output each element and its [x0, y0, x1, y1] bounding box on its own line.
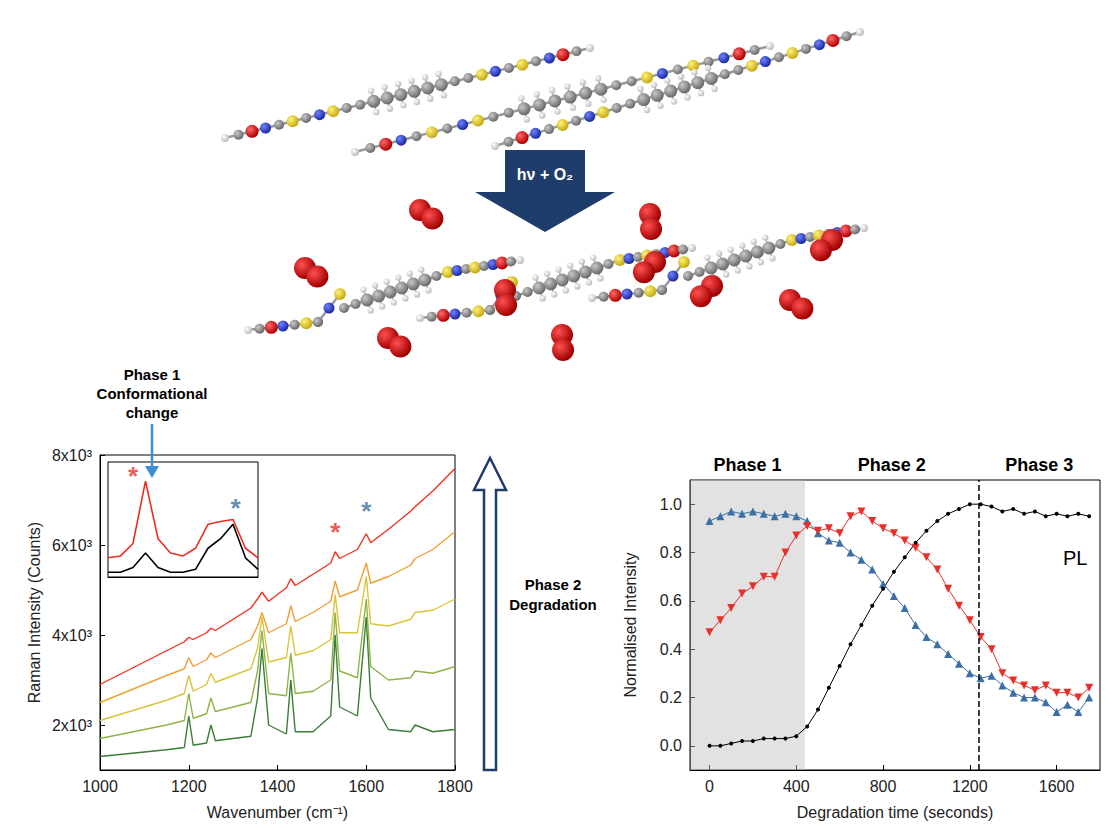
svg-text:1600: 1600: [348, 778, 384, 795]
svg-text:Degradation time (seconds): Degradation time (seconds): [797, 804, 994, 821]
svg-text:PL: PL: [1063, 547, 1087, 569]
svg-text:*: *: [128, 461, 139, 491]
svg-text:1400: 1400: [260, 778, 296, 795]
svg-text:400: 400: [783, 778, 810, 795]
svg-text:0: 0: [705, 778, 714, 795]
svg-text:change: change: [126, 404, 179, 421]
svg-text:Normalised Intensity: Normalised Intensity: [622, 553, 639, 698]
svg-text:0.0: 0.0: [660, 737, 682, 754]
svg-text:Phase 2: Phase 2: [525, 576, 582, 593]
svg-text:1200: 1200: [171, 778, 207, 795]
svg-text:*: *: [230, 493, 241, 523]
svg-text:Phase 1: Phase 1: [713, 455, 781, 475]
svg-text:1000: 1000: [82, 778, 118, 795]
svg-text:hν + O₂: hν + O₂: [517, 166, 573, 183]
svg-text:6x10³: 6x10³: [52, 537, 93, 554]
svg-text:Wavenumber (cm⁻¹): Wavenumber (cm⁻¹): [207, 804, 348, 821]
svg-text:4x10³: 4x10³: [52, 627, 93, 644]
svg-text:8x10³: 8x10³: [52, 447, 93, 464]
svg-text:Degradation: Degradation: [509, 596, 597, 613]
svg-text:*: *: [361, 496, 372, 526]
svg-text:1200: 1200: [952, 778, 988, 795]
svg-text:1.0: 1.0: [660, 496, 682, 513]
svg-text:Phase 3: Phase 3: [1005, 455, 1073, 475]
svg-text:Phase 2: Phase 2: [858, 455, 926, 475]
svg-text:*: *: [330, 517, 341, 547]
svg-text:0.2: 0.2: [660, 689, 682, 706]
svg-text:800: 800: [870, 778, 897, 795]
svg-text:1600: 1600: [1039, 778, 1075, 795]
svg-text:Phase 1: Phase 1: [124, 366, 181, 383]
svg-text:0.4: 0.4: [660, 641, 682, 658]
svg-text:0.8: 0.8: [660, 544, 682, 561]
svg-text:2x10³: 2x10³: [52, 717, 93, 734]
svg-text:0.6: 0.6: [660, 592, 682, 609]
svg-text:Conformational: Conformational: [97, 385, 208, 402]
svg-text:1800: 1800: [437, 778, 473, 795]
svg-text:Raman Intensity (Counts): Raman Intensity (Counts): [26, 522, 43, 703]
